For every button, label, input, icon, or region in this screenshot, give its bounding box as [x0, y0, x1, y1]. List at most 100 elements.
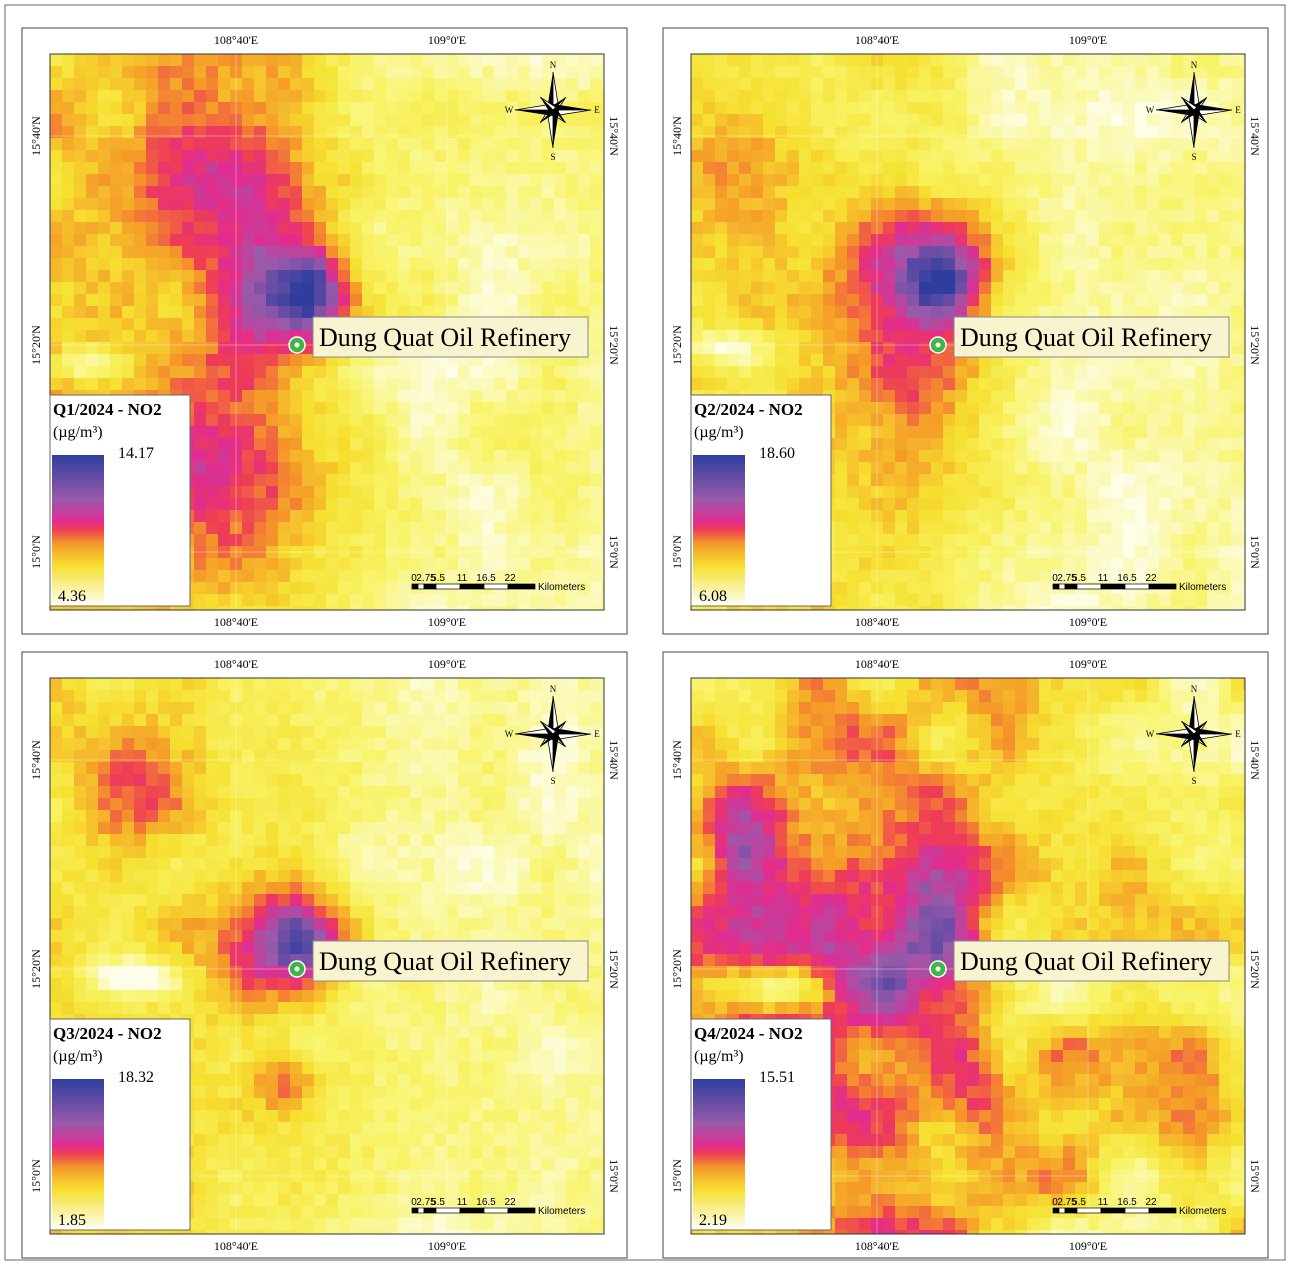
- map-cell: [134, 66, 147, 79]
- map-cell: [847, 354, 860, 367]
- map-cell: [470, 558, 483, 571]
- map-cell: [1195, 174, 1208, 187]
- map-cell: [194, 774, 207, 787]
- map-cell: [290, 702, 303, 715]
- map-cell: [242, 102, 255, 115]
- map-cell: [350, 534, 363, 547]
- map-cell: [530, 534, 543, 547]
- map-cell: [1231, 126, 1244, 139]
- map-cell: [314, 774, 327, 787]
- map-cell: [482, 54, 495, 67]
- map-cell: [470, 474, 483, 487]
- map-cell: [98, 690, 111, 703]
- map-cell: [979, 198, 992, 211]
- map-cell: [122, 90, 135, 103]
- map-cell: [1015, 198, 1028, 211]
- map-cell: [278, 714, 291, 727]
- map-cell: [482, 294, 495, 307]
- map-cell: [182, 174, 195, 187]
- map-cell: [1063, 438, 1076, 451]
- map-cell: [1135, 114, 1148, 127]
- map-cell: [979, 366, 992, 379]
- map-cell: [991, 390, 1004, 403]
- map-cell: [847, 78, 860, 91]
- map-cell: [1111, 522, 1124, 535]
- map-cell: [1111, 102, 1124, 115]
- map-cell: [278, 510, 291, 523]
- map-cell: [182, 342, 195, 355]
- map-cell: [278, 450, 291, 463]
- map-cell: [1051, 510, 1064, 523]
- map-cell: [422, 438, 435, 451]
- map-cell: [506, 738, 519, 751]
- map-cell: [578, 522, 591, 535]
- map-cell: [727, 198, 740, 211]
- map-cell: [823, 54, 836, 67]
- map-cell: [350, 378, 363, 391]
- map-cell: [470, 390, 483, 403]
- map-cell: [290, 66, 303, 79]
- map-cell: [703, 114, 716, 127]
- map-cell: [518, 294, 531, 307]
- map-cell: [883, 510, 896, 523]
- map-cell: [242, 558, 255, 571]
- map-cell: [338, 366, 351, 379]
- map-cell: [578, 462, 591, 475]
- map-cell: [62, 66, 75, 79]
- map-cell: [1231, 474, 1244, 487]
- map-cell: [338, 426, 351, 439]
- map-cell: [1111, 426, 1124, 439]
- map-cell: [895, 186, 908, 199]
- map-cell: [590, 774, 603, 787]
- map-cell: [542, 498, 555, 511]
- map-cell: [787, 126, 800, 139]
- map-cell: [482, 510, 495, 523]
- map-cell: [578, 438, 591, 451]
- map-cell: [98, 90, 111, 103]
- map-cell: [907, 594, 920, 607]
- map-cell: [554, 498, 567, 511]
- map-cell: [266, 354, 279, 367]
- map-cell: [146, 78, 159, 91]
- map-cell: [254, 438, 267, 451]
- map-cell: [931, 126, 944, 139]
- map-cell: [290, 210, 303, 223]
- map-cell: [410, 438, 423, 451]
- map-cell: [278, 366, 291, 379]
- map-cell: [691, 366, 704, 379]
- map-cell: [763, 174, 776, 187]
- map-cell: [1135, 66, 1148, 79]
- map-cell: [290, 222, 303, 235]
- map-cell: [410, 498, 423, 511]
- map-cell: [170, 774, 183, 787]
- map-cell: [326, 486, 339, 499]
- map-cell: [506, 66, 519, 79]
- map-cell: [98, 126, 111, 139]
- map-cell: [458, 774, 471, 787]
- map-cell: [98, 354, 111, 367]
- map-cell: [206, 78, 219, 91]
- map-cell: [1207, 138, 1220, 151]
- map-cell: [278, 426, 291, 439]
- map-cell: [799, 174, 812, 187]
- map-cell: [362, 702, 375, 715]
- map-cell: [1135, 438, 1148, 451]
- map-cell: [146, 126, 159, 139]
- map-cell: [386, 258, 399, 271]
- map-cell: [434, 414, 447, 427]
- map-cell: [1111, 462, 1124, 475]
- map-cell: [919, 582, 932, 595]
- map-cell: [931, 306, 944, 319]
- map-cell: [350, 54, 363, 67]
- map-cell: [542, 474, 555, 487]
- map-cell: [542, 186, 555, 199]
- map-cell: [266, 510, 279, 523]
- map-cell: [566, 534, 579, 547]
- map-cell: [446, 474, 459, 487]
- map-cell: [218, 330, 231, 343]
- map-cell: [883, 402, 896, 415]
- map-cell: [703, 54, 716, 67]
- map-cell: [506, 186, 519, 199]
- map-cell: [434, 534, 447, 547]
- map-cell: [86, 138, 99, 151]
